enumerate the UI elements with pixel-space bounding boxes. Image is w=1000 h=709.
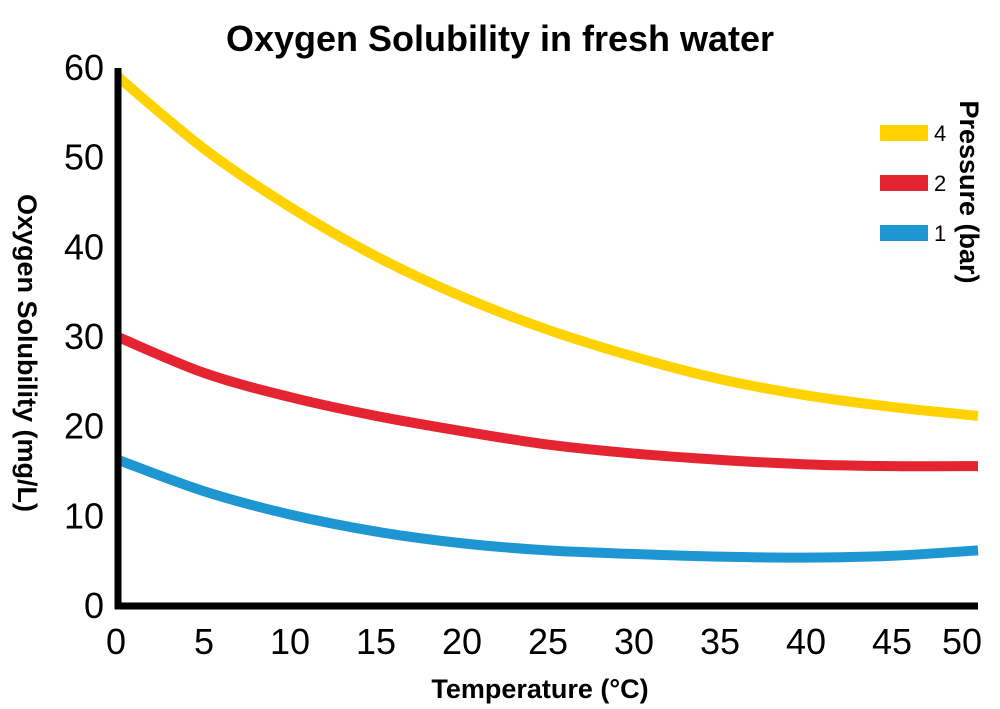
legend-label-1: 1 bbox=[934, 221, 946, 246]
y-tick-label: 20 bbox=[64, 406, 104, 447]
series-line-4 bbox=[114, 73, 979, 421]
y-tick-label: 10 bbox=[64, 495, 104, 536]
x-axis-title: Temperature (°C) bbox=[431, 674, 648, 704]
x-tick-label: 25 bbox=[528, 621, 568, 662]
legend-label-4: 4 bbox=[934, 121, 946, 146]
legend-label-2: 2 bbox=[934, 171, 946, 196]
x-tick-label: 35 bbox=[700, 621, 740, 662]
x-tick-labels: 0 5 10 15 20 25 30 35 40 45 50 bbox=[106, 621, 982, 662]
x-tick-label: 40 bbox=[786, 621, 826, 662]
series-line-2 bbox=[116, 332, 979, 472]
y-axis-title: Oxygen Solubility (mg/L) bbox=[12, 194, 42, 512]
x-tick-label: 10 bbox=[270, 621, 310, 662]
y-tick-label: 40 bbox=[64, 226, 104, 267]
x-tick-label: 0 bbox=[106, 621, 126, 662]
legend-swatch-2 bbox=[880, 175, 928, 191]
y-tick-label: 0 bbox=[84, 585, 104, 626]
legend: Pressure (bar) 4 2 1 bbox=[880, 100, 984, 284]
legend-swatch-4 bbox=[880, 125, 928, 141]
legend-swatch-1 bbox=[880, 225, 928, 241]
y-tick-labels: 0 10 20 30 40 50 60 bbox=[64, 47, 104, 626]
x-tick-label: 45 bbox=[872, 621, 912, 662]
x-tick-label: 50 bbox=[942, 621, 982, 662]
x-tick-label: 30 bbox=[614, 621, 654, 662]
x-tick-label: 20 bbox=[442, 621, 482, 662]
series-line-1 bbox=[116, 455, 979, 563]
y-tick-label: 60 bbox=[64, 47, 104, 88]
y-tick-label: 50 bbox=[64, 137, 104, 178]
series-layer bbox=[114, 73, 979, 563]
chart-title: Oxygen Solubility in fresh water bbox=[226, 18, 774, 59]
y-tick-label: 30 bbox=[64, 316, 104, 357]
x-tick-label: 15 bbox=[356, 621, 396, 662]
legend-title: Pressure (bar) bbox=[954, 100, 984, 283]
x-tick-label: 5 bbox=[194, 621, 214, 662]
